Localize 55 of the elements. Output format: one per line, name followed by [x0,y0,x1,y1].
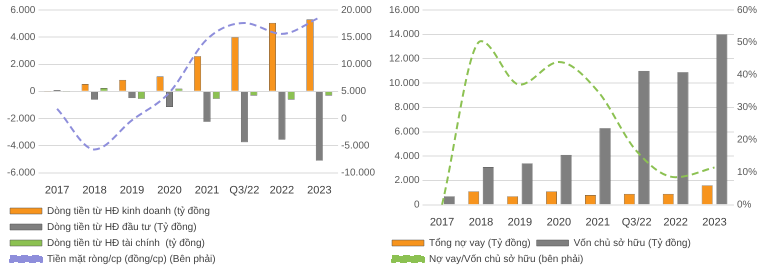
x-tick-label: 2017 [44,184,70,196]
y2-tick-label: 50% [736,37,758,48]
x-tick-label: 2023 [307,184,332,196]
y2-tick-label: 60% [736,4,758,16]
y-tick-label: 14.000 [388,29,420,40]
y2-tick-label: -10.000 [341,168,376,179]
x-tick-label: 2018 [468,216,494,228]
x-tick-label: 2018 [82,184,107,196]
y-tick-label: 0 [30,86,36,98]
y2-tick-label: 0% [736,200,752,211]
y-tick-label: 2.000 [394,175,420,186]
y-tick-label: 0 [414,200,420,211]
x-tick-label: Q3/22 [622,216,652,228]
x-tick-label: 2021 [194,184,220,196]
y-tick-label: 6.000 [10,4,36,16]
y-tick-label: 10.000 [388,78,420,89]
legend-label: Vốn chủ sở hữu (Tỷ đồng) [574,238,691,249]
legend-label: Tiền mặt ròng/cp (đồng/cp) (Bên phải) [47,254,216,265]
y2-tick-label: 10% [736,167,758,178]
y-tick-label: -4.000 [6,140,36,152]
x-tick-label: 2023 [702,216,727,228]
y-tick-label: 2.000 [10,59,36,70]
x-tick-label: 2019 [120,184,144,196]
x-tick-label: 2020 [157,184,182,196]
legend-label: Tổng nợ vay (Tỷ đồng) [429,236,531,249]
y2-tick-label: 0 [341,113,348,124]
x-tick-label: 2022 [663,216,688,228]
x-tick-label: Q3/22 [229,184,260,196]
y2-tick-label: 30% [736,102,758,114]
y2-tick-label: 10.000 [341,59,372,70]
y2-tick-label: 5.000 [341,86,367,98]
y-tick-label: 4.000 [394,150,420,162]
x-tick-label: 2022 [270,184,294,196]
legend-label: Dòng tiền từ HĐ tài chính (tỷ đồng) [47,238,205,249]
y-tick-label: -2.000 [6,113,36,124]
legend-label: Dòng tiền từ HĐ đầu tư (Tỷ đồng) [47,222,197,233]
y-tick-label: 6.000 [394,126,420,138]
y-tick-label: 16.000 [388,4,420,16]
y2-tick-label: 20.000 [341,4,372,16]
y-tick-label: 4.000 [10,32,36,43]
line-series [441,40,716,205]
x-tick-label: 2017 [430,216,454,228]
y-tick-label: 12.000 [388,53,420,64]
y-tick-label: -6.000 [6,168,36,179]
y2-tick-label: -5.000 [341,140,370,152]
legend-label: Nợ vay/Vốn chủ sở hữu (bên phải) [429,254,584,265]
x-tick-label: 2019 [508,216,532,228]
y2-tick-label: 40% [736,70,758,81]
y2-tick-label: 15.000 [341,32,372,43]
y2-tick-label: 20% [736,134,758,146]
x-tick-label: 2020 [546,216,572,228]
legend-label: Dòng tiền từ HĐ kinh doanh (tỷ đồng [47,206,210,217]
y-tick-label: 8.000 [394,102,420,114]
line-series [56,16,320,150]
x-tick-label: 2021 [586,216,610,228]
